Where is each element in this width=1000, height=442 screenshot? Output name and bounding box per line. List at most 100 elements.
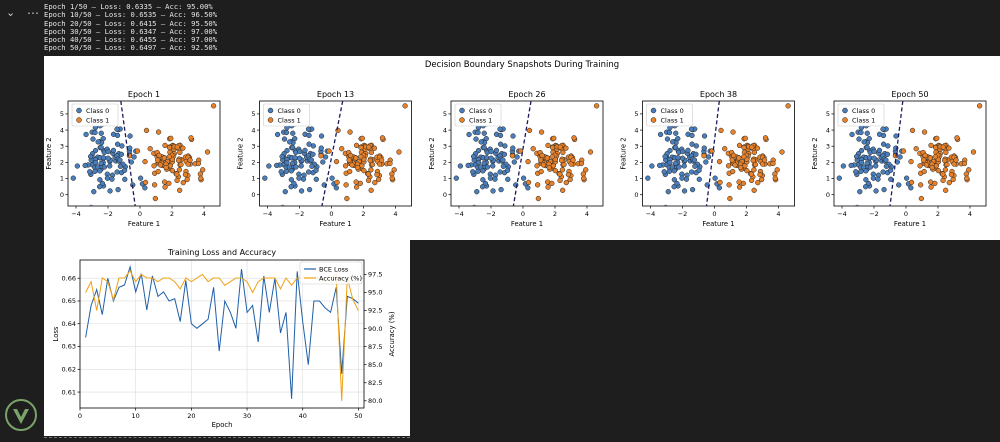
class0-point	[131, 154, 137, 160]
class1-point	[561, 161, 567, 168]
class0-point	[117, 163, 124, 169]
class1-point	[921, 129, 928, 135]
class1-point	[900, 148, 907, 154]
class0-point	[110, 147, 117, 154]
class0-point	[333, 185, 339, 191]
class0-point	[284, 159, 290, 166]
y2-tick-label: 95.0	[368, 289, 382, 297]
class1-point	[204, 149, 211, 155]
class0-point	[470, 169, 476, 175]
class1-point	[581, 175, 587, 181]
y-axis-label: Feature 2	[237, 137, 245, 169]
class0-point	[692, 163, 698, 169]
class1-point	[913, 146, 919, 152]
class1-point	[559, 167, 566, 173]
x-tick-label: 2	[170, 210, 174, 218]
class1-point	[954, 135, 960, 141]
class0-point	[300, 176, 307, 182]
class0-point	[481, 130, 487, 136]
class0-point	[288, 184, 294, 190]
class1-point	[942, 167, 949, 173]
class1-point	[727, 195, 733, 202]
class0-point	[672, 144, 679, 151]
panel-title: Epoch 50	[891, 90, 928, 99]
class0-point	[83, 131, 89, 138]
class0-point	[114, 132, 121, 139]
class1-point	[736, 142, 743, 149]
class0-point	[479, 184, 486, 190]
class1-point	[940, 177, 946, 184]
class0-point	[862, 184, 869, 190]
class0-point	[664, 136, 671, 142]
class1-point	[751, 167, 757, 173]
log-line: Epoch 10/50 — Loss: 0.6535 — Acc: 96.50%	[44, 10, 218, 20]
class0-point	[310, 143, 317, 149]
class0-point	[880, 132, 887, 139]
class1-point	[918, 195, 925, 202]
class0-point	[313, 176, 319, 182]
scatter-panel: Epoch 50 −4 −2 0 2 4 0 1 2 3 4 5 Feature 1 Feature 2 C…	[811, 90, 987, 228]
class0-point	[466, 131, 472, 138]
class1-point	[730, 168, 736, 175]
class1-point	[565, 171, 572, 178]
class0-point	[681, 163, 687, 169]
class1-point	[180, 179, 186, 186]
class0-point	[92, 159, 99, 166]
class0-point	[296, 175, 302, 181]
x-tick-label: −4	[454, 210, 464, 218]
legend-marker-class1	[459, 117, 465, 123]
class1-point	[376, 176, 382, 183]
class0-point	[848, 162, 854, 169]
class0-point	[701, 145, 707, 151]
class1-point	[326, 148, 332, 154]
y-tick-label: 3	[634, 142, 638, 150]
class1-point	[549, 154, 555, 160]
collapse-chevron-icon[interactable]: ⌄	[6, 6, 16, 19]
class1-point	[717, 179, 723, 186]
class0-point	[504, 167, 511, 173]
panel-title: Epoch 26	[508, 90, 545, 99]
class0-point	[487, 175, 494, 181]
class0-point	[883, 157, 889, 163]
class1-point	[545, 142, 551, 149]
class1-point	[539, 152, 545, 159]
x-tick-label: 50	[354, 412, 362, 420]
class0-point	[114, 169, 120, 175]
class1-point	[557, 144, 563, 150]
class1-point	[755, 179, 761, 186]
class1-point	[736, 155, 742, 161]
class0-point	[305, 126, 312, 132]
class0-point	[306, 186, 313, 193]
class0-point	[309, 163, 315, 169]
class0-point	[92, 168, 98, 175]
class1-point	[770, 160, 776, 167]
x-tick-label: −4	[837, 210, 847, 218]
class0-point	[490, 163, 496, 169]
x-tick-label: 40	[299, 412, 307, 420]
class0-point	[475, 129, 481, 136]
class1-point	[557, 177, 563, 184]
class0-point	[679, 175, 685, 181]
class0-point	[672, 160, 679, 167]
class0-point	[871, 155, 877, 161]
class0-point	[498, 186, 504, 193]
output-menu-icon[interactable]: ⋯	[27, 6, 39, 20]
class0-point	[481, 160, 487, 167]
class1-point	[353, 142, 360, 149]
class1-point	[143, 127, 150, 134]
class0-point	[475, 159, 482, 166]
class0-point	[70, 175, 76, 181]
class1-point	[187, 157, 193, 163]
class1-point	[560, 149, 566, 156]
class1-point	[929, 164, 935, 171]
class0-point	[115, 186, 121, 193]
legend-marker-class0	[267, 107, 274, 114]
class0-point	[274, 131, 281, 138]
class0-point	[318, 145, 324, 151]
class1-point	[742, 135, 748, 142]
class1-point	[365, 177, 372, 184]
class0-point	[857, 189, 863, 195]
class1-point	[736, 184, 743, 190]
